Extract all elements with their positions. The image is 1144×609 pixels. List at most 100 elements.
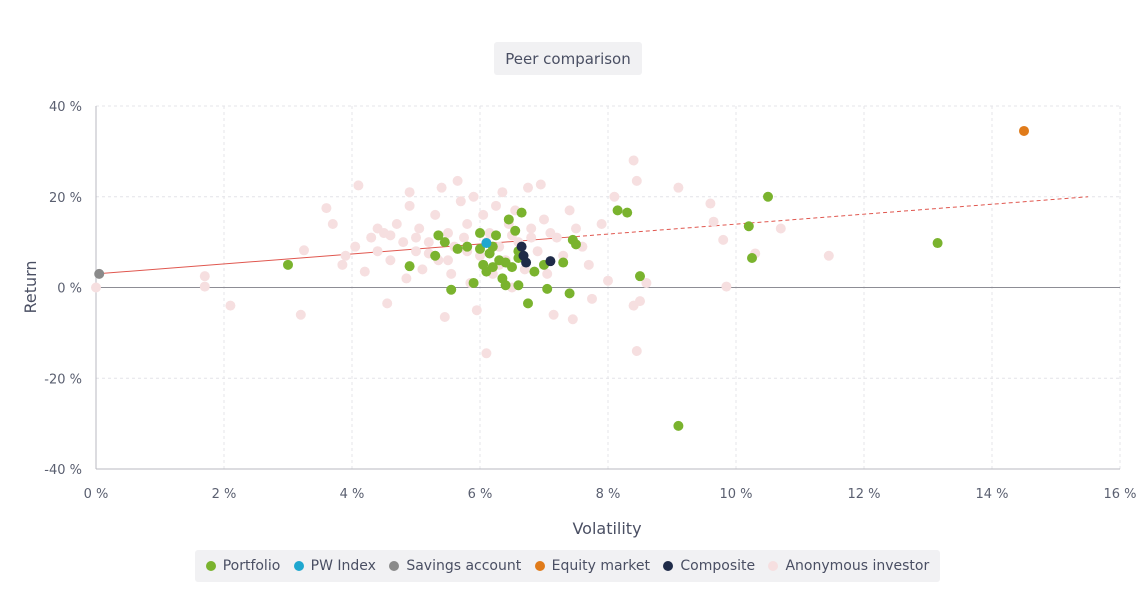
anonymous-investor-point[interactable]: [199, 271, 210, 282]
anonymous-investor-point[interactable]: [635, 296, 645, 307]
anonymous-investor-point[interactable]: [423, 237, 434, 248]
equity-market-point[interactable]: [1019, 125, 1029, 136]
portfolio-point[interactable]: [571, 239, 581, 250]
anonymous-investor-point[interactable]: [443, 255, 453, 266]
anonymous-investor-point[interactable]: [321, 203, 332, 214]
portfolio-point[interactable]: [743, 221, 754, 232]
anonymous-investor-point[interactable]: [411, 246, 421, 257]
portfolio-point[interactable]: [523, 298, 533, 309]
anonymous-investor-point[interactable]: [526, 223, 537, 234]
anonymous-investor-point[interactable]: [439, 311, 450, 322]
legend-item-composite[interactable]: Composite: [663, 558, 755, 574]
anonymous-investor-point[interactable]: [401, 273, 412, 284]
anonymous-investor-point[interactable]: [337, 259, 348, 270]
anonymous-investor-point[interactable]: [327, 218, 338, 229]
anonymous-investor-point[interactable]: [548, 309, 559, 320]
portfolio-point[interactable]: [462, 241, 473, 252]
portfolio-point[interactable]: [513, 280, 524, 291]
portfolio-point[interactable]: [487, 262, 498, 273]
portfolio-point[interactable]: [283, 259, 293, 270]
anonymous-investor-point[interactable]: [446, 268, 457, 279]
portfolio-point[interactable]: [747, 253, 757, 264]
portfolio-point[interactable]: [542, 283, 553, 294]
anonymous-investor-point[interactable]: [603, 275, 613, 286]
anonymous-investor-point[interactable]: [468, 191, 479, 202]
portfolio-point[interactable]: [673, 420, 684, 431]
anonymous-investor-point[interactable]: [705, 198, 716, 209]
anonymous-investor-point[interactable]: [545, 228, 556, 239]
anonymous-investor-point[interactable]: [350, 241, 361, 252]
anonymous-investor-point[interactable]: [471, 305, 482, 316]
anonymous-investor-point[interactable]: [631, 346, 642, 357]
portfolio-point[interactable]: [622, 207, 633, 218]
anonymous-investor-point[interactable]: [391, 218, 402, 229]
anonymous-investor-point[interactable]: [564, 205, 575, 216]
portfolio-point[interactable]: [564, 288, 575, 299]
portfolio-point[interactable]: [503, 214, 514, 225]
portfolio-point[interactable]: [500, 257, 511, 268]
anonymous-investor-point[interactable]: [641, 277, 652, 288]
portfolio-point[interactable]: [439, 237, 450, 248]
anonymous-investor-point[interactable]: [775, 223, 786, 234]
anonymous-investor-point[interactable]: [526, 232, 537, 243]
anonymous-investor-point[interactable]: [372, 246, 383, 257]
anonymous-investor-point[interactable]: [596, 218, 607, 229]
legend-item-equity-market[interactable]: Equity market: [534, 558, 650, 574]
anonymous-investor-point[interactable]: [366, 232, 377, 243]
anonymous-investor-point[interactable]: [443, 228, 453, 239]
anonymous-investor-point[interactable]: [481, 348, 492, 359]
anonymous-investor-point[interactable]: [571, 223, 581, 234]
portfolio-point[interactable]: [510, 225, 521, 236]
anonymous-investor-point[interactable]: [299, 245, 309, 256]
portfolio-point[interactable]: [468, 277, 479, 288]
anonymous-investor-point[interactable]: [382, 298, 393, 309]
anonymous-investor-point[interactable]: [385, 255, 396, 266]
anonymous-investor-point[interactable]: [628, 155, 639, 166]
anonymous-investor-point[interactable]: [340, 250, 351, 261]
anonymous-investor-point[interactable]: [718, 234, 729, 245]
portfolio-point[interactable]: [404, 261, 415, 272]
portfolio-point[interactable]: [433, 230, 444, 241]
anonymous-investor-point[interactable]: [532, 246, 543, 257]
anonymous-investor-point[interactable]: [414, 223, 425, 234]
anonymous-investor-point[interactable]: [372, 223, 383, 234]
portfolio-point[interactable]: [612, 205, 623, 216]
anonymous-investor-point[interactable]: [359, 266, 370, 277]
anonymous-investor-point[interactable]: [823, 250, 834, 261]
anonymous-investor-point[interactable]: [295, 309, 306, 320]
composite-point[interactable]: [516, 241, 527, 252]
portfolio-point[interactable]: [446, 284, 457, 295]
anonymous-investor-point[interactable]: [411, 232, 421, 243]
anonymous-investor-point[interactable]: [385, 230, 396, 241]
portfolio-point[interactable]: [635, 271, 645, 282]
anonymous-investor-point[interactable]: [542, 268, 553, 279]
anonymous-investor-point[interactable]: [539, 214, 549, 225]
anonymous-investor-point[interactable]: [478, 209, 489, 220]
portfolio-point[interactable]: [475, 228, 485, 239]
portfolio-point[interactable]: [430, 250, 441, 261]
portfolio-point[interactable]: [558, 257, 569, 268]
legend-item-pw-index[interactable]: PW Index: [293, 558, 376, 574]
anonymous-investor-point[interactable]: [708, 216, 719, 227]
portfolio-point[interactable]: [516, 207, 527, 218]
portfolio-point[interactable]: [763, 191, 773, 202]
anonymous-investor-point[interactable]: [673, 182, 684, 193]
anonymous-investor-point[interactable]: [462, 218, 473, 229]
anonymous-investor-point[interactable]: [497, 187, 508, 198]
composite-point[interactable]: [521, 257, 532, 268]
legend-item-anonymous-investor[interactable]: Anonymous investor: [768, 558, 929, 574]
anonymous-investor-point[interactable]: [353, 180, 364, 191]
anonymous-investor-point[interactable]: [225, 300, 236, 311]
anonymous-investor-point[interactable]: [455, 196, 466, 207]
legend-item-portfolio[interactable]: Portfolio: [205, 558, 280, 574]
anonymous-investor-point[interactable]: [535, 179, 546, 190]
anonymous-investor-point[interactable]: [417, 264, 428, 275]
portfolio-point[interactable]: [529, 266, 540, 277]
anonymous-investor-point[interactable]: [609, 191, 620, 202]
anonymous-investor-point[interactable]: [459, 232, 469, 243]
anonymous-investor-point[interactable]: [436, 182, 447, 193]
savings-account-point[interactable]: [94, 268, 105, 279]
anonymous-investor-point[interactable]: [587, 293, 597, 304]
anonymous-investor-point[interactable]: [404, 187, 415, 198]
anonymous-investor-point[interactable]: [523, 182, 533, 193]
